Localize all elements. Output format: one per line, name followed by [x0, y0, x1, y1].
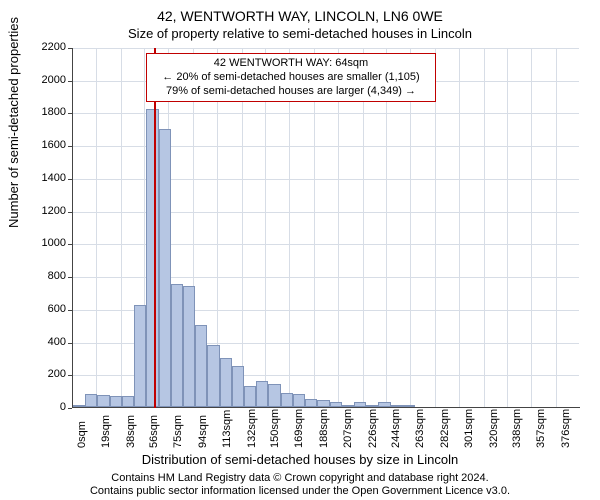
infobox-line-2: ← 20% of semi-detached houses are smalle… [151, 71, 431, 85]
histogram-bar [330, 402, 342, 407]
histogram-bar [110, 396, 122, 407]
histogram-bar [146, 109, 158, 407]
x-tick-label: 301sqm [463, 409, 475, 448]
footer-line-1: Contains HM Land Registry data © Crown c… [0, 472, 600, 485]
histogram-bar [232, 366, 244, 407]
y-tick-label: 0 [26, 401, 66, 413]
x-tick-label: 188sqm [318, 409, 330, 448]
y-tick-label: 1600 [26, 139, 66, 151]
histogram-bar [85, 394, 97, 407]
histogram-bar [159, 129, 171, 407]
histogram-bar [354, 402, 366, 407]
histogram-bar [256, 381, 268, 407]
x-tick-label: 338sqm [511, 409, 523, 448]
x-tick-label: 244sqm [390, 409, 402, 448]
histogram-bar [171, 284, 183, 407]
x-tick-label: 132sqm [246, 409, 258, 448]
y-tick-label: 1000 [26, 237, 66, 249]
x-tick-label: 38sqm [125, 415, 137, 448]
x-tick-label: 376sqm [560, 409, 572, 448]
histogram-bar [183, 286, 195, 407]
infobox-line-3: 79% of semi-detached houses are larger (… [151, 85, 431, 99]
x-tick-label: 282sqm [439, 409, 451, 448]
histogram-bar [281, 393, 293, 407]
x-tick-label: 150sqm [269, 409, 281, 448]
x-tick-label: 75sqm [172, 415, 184, 448]
histogram-bar [305, 399, 317, 407]
x-tick-label: 357sqm [535, 409, 547, 448]
histogram-bar [268, 384, 280, 407]
footer-line-2: Contains public sector information licen… [0, 485, 600, 498]
histogram-bar [244, 386, 256, 407]
histogram-bar [134, 305, 146, 407]
histogram-bar [391, 405, 403, 407]
x-tick-label: 207sqm [342, 409, 354, 448]
y-axis-label: Number of semi-detached properties [6, 17, 21, 228]
x-tick-label: 19sqm [100, 415, 112, 448]
histogram-bar [73, 405, 85, 407]
histogram-bar [207, 345, 219, 407]
histogram-bar [293, 394, 305, 407]
x-tick-label: 113sqm [221, 410, 233, 448]
property-infobox: 42 WENTWORTH WAY: 64sqm ← 20% of semi-de… [146, 53, 436, 102]
histogram-bar [97, 395, 109, 407]
x-tick-label: 56sqm [148, 415, 160, 448]
chart-title: 42, WENTWORTH WAY, LINCOLN, LN6 0WE [0, 8, 600, 24]
histogram-chart: 42, WENTWORTH WAY, LINCOLN, LN6 0WE Size… [0, 0, 600, 500]
x-tick-label: 320sqm [488, 409, 500, 448]
y-tick [68, 408, 72, 409]
x-axis-label: Distribution of semi-detached houses by … [0, 452, 600, 467]
chart-footer: Contains HM Land Registry data © Crown c… [0, 472, 600, 498]
y-tick-label: 1200 [26, 205, 66, 217]
y-tick-label: 600 [26, 303, 66, 315]
x-tick-label: 263sqm [414, 409, 426, 448]
histogram-bar [378, 402, 390, 407]
y-tick-label: 800 [26, 270, 66, 282]
y-tick-label: 200 [26, 368, 66, 380]
chart-subtitle: Size of property relative to semi-detach… [0, 26, 600, 41]
y-tick-label: 1800 [26, 106, 66, 118]
infobox-line-1: 42 WENTWORTH WAY: 64sqm [151, 57, 431, 71]
histogram-bar [366, 405, 378, 407]
y-tick-label: 2000 [26, 74, 66, 86]
y-tick-label: 400 [26, 336, 66, 348]
histogram-bar [220, 358, 232, 407]
histogram-bar [122, 396, 134, 407]
histogram-bar [342, 405, 354, 407]
x-tick-label: 226sqm [367, 409, 379, 448]
histogram-bar [195, 325, 207, 407]
histogram-bar [403, 405, 415, 407]
x-tick-label: 0sqm [76, 421, 88, 448]
y-tick-label: 2200 [26, 41, 66, 53]
x-tick-label: 94sqm [197, 415, 209, 448]
histogram-bar [317, 400, 329, 407]
x-tick-label: 169sqm [293, 409, 305, 448]
y-tick-label: 1400 [26, 172, 66, 184]
